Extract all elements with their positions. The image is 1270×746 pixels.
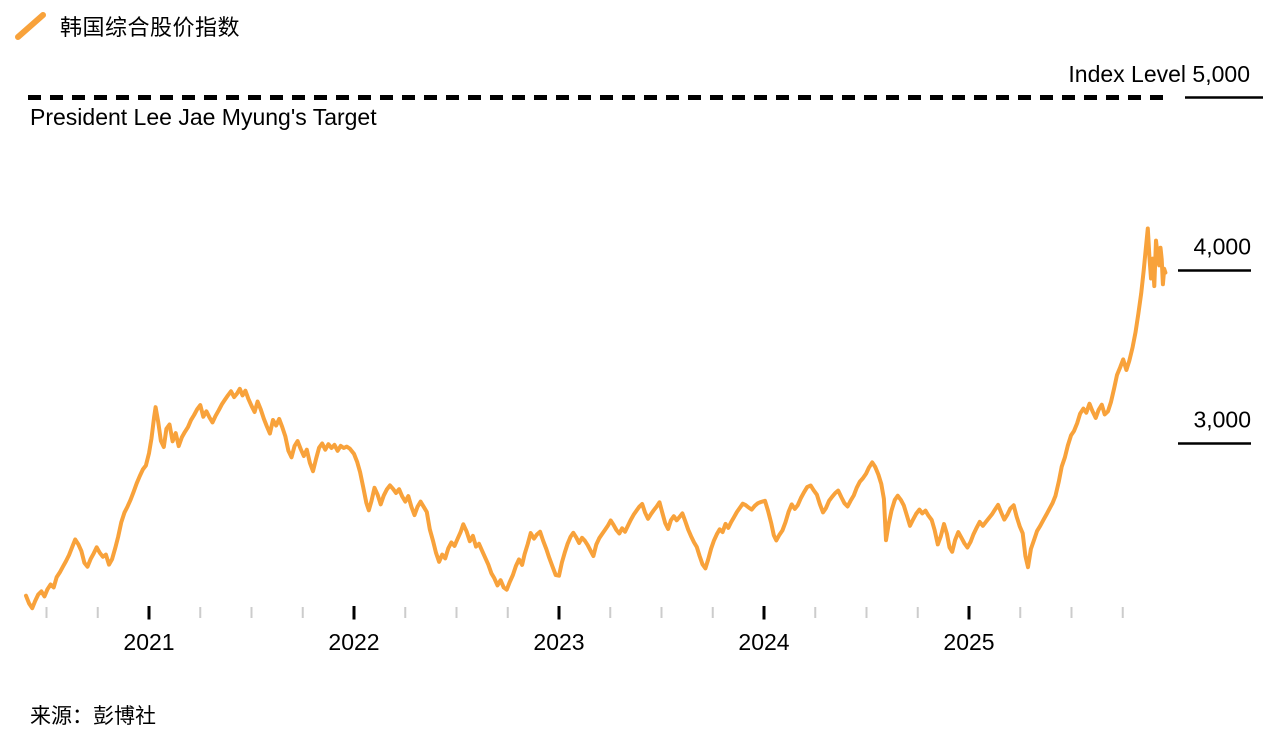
x-axis-year-label: 2023 [533,629,584,655]
legend-label: 韩国综合股价指数 [60,15,241,40]
target-line-value-label: Index Level 5,000 [1068,61,1250,87]
kospi-series-line [24,226,1168,611]
target-line-annotation: President Lee Jae Myung's Target [30,104,377,130]
chart-legend: 韩国综合股价指数 [14,10,240,42]
y-axis-tick-label: 3,000 [1193,407,1251,433]
x-axis-year-label: 2024 [738,629,789,655]
x-axis-year-label: 2025 [943,629,994,655]
x-axis-year-label: 2022 [328,629,379,655]
series-line-swatch-icon [15,12,46,40]
source-attribution: 来源：彭博社 [30,705,156,728]
y-axis-tick-label: 4,000 [1193,234,1251,260]
x-axis-year-label: 2021 [123,629,174,655]
